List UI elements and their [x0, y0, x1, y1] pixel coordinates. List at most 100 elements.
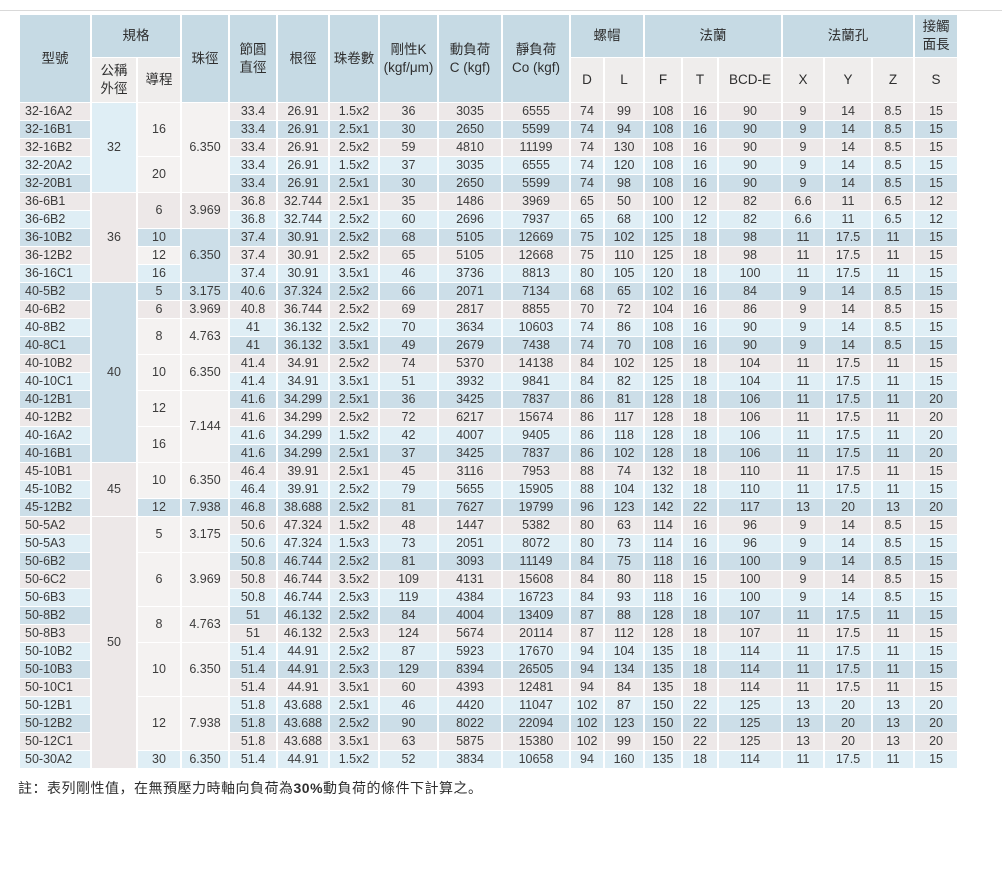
header-ball-turns: 珠卷數	[328, 14, 380, 103]
spec-table: 型號 規格 珠徑 節圓 直徑 根徑 珠卷數 剛性K (kgf/μm) 動負荷 C…	[18, 14, 960, 769]
value-cell: 51.4	[228, 642, 278, 661]
value-cell: 37	[378, 156, 439, 175]
value-cell: 135	[643, 642, 683, 661]
value-cell: 34.299	[276, 408, 330, 427]
value-cell: 106	[716, 408, 784, 427]
value-cell: 3834	[437, 750, 503, 769]
value-cell: 90	[716, 102, 784, 121]
value-cell: 90	[716, 336, 784, 355]
value-cell: 12	[681, 192, 719, 211]
value-cell: 9	[781, 300, 826, 319]
value-cell: 3425	[437, 390, 503, 409]
value-cell: 94	[569, 660, 605, 679]
value-cell: 9	[781, 336, 826, 355]
value-cell: 14	[823, 156, 874, 175]
value-cell: 68	[569, 282, 605, 301]
value-cell: 46.744	[276, 588, 330, 607]
value-cell: 9	[781, 588, 826, 607]
value-cell: 59	[378, 138, 439, 157]
value-cell: 22	[681, 696, 719, 715]
value-cell: 36.8	[228, 192, 278, 211]
value-cell: 108	[643, 102, 683, 121]
value-cell: 117	[603, 408, 645, 427]
value-cell: 20	[913, 696, 960, 715]
value-cell: 86	[569, 444, 605, 463]
value-cell: 10	[136, 354, 182, 391]
value-cell: 108	[643, 318, 683, 337]
value-cell: 98	[716, 246, 784, 265]
value-cell: 17.5	[823, 462, 874, 481]
value-cell: 87	[569, 624, 605, 643]
value-cell: 11	[781, 354, 826, 373]
value-cell: 105	[603, 264, 645, 283]
value-cell: 114	[716, 678, 784, 697]
value-cell: 36.8	[228, 210, 278, 229]
table-row: 45-10B2 46.4 39.91 2.5x2 79 5655 15905 88 104 132…	[18, 480, 960, 499]
value-cell: 6.350	[180, 102, 230, 193]
value-cell: 11	[871, 354, 916, 373]
value-cell: 15	[913, 228, 960, 247]
value-cell: 17.5	[823, 678, 874, 697]
value-cell: 5875	[437, 732, 503, 751]
value-cell: 18	[681, 624, 719, 643]
value-cell: 13	[781, 732, 826, 751]
value-cell: 3.5x1	[328, 372, 380, 391]
header-contact-length: 接觸 面長	[913, 14, 960, 58]
value-cell: 9	[781, 534, 826, 553]
value-cell: 75	[603, 552, 645, 571]
value-cell: 12669	[501, 228, 571, 247]
value-cell: 123	[603, 714, 645, 733]
value-cell: 102	[603, 444, 645, 463]
header-flange-holes: 法蘭孔	[781, 14, 916, 58]
value-cell: 104	[603, 480, 645, 499]
value-cell: 16	[681, 534, 719, 553]
value-cell: 18	[681, 372, 719, 391]
header-flange: 法蘭	[642, 14, 784, 58]
value-cell: 11	[781, 228, 826, 247]
value-cell: 1.5x2	[328, 750, 380, 769]
value-cell: 20	[913, 444, 960, 463]
value-cell: 4007	[437, 426, 503, 445]
value-cell: 9	[781, 552, 826, 571]
value-cell: 51	[378, 372, 439, 391]
value-cell: 1.5x2	[328, 102, 380, 121]
value-cell: 39.91	[276, 480, 330, 499]
value-cell: 130	[603, 138, 645, 157]
value-cell: 11	[781, 246, 826, 265]
value-cell: 7.144	[180, 390, 230, 463]
value-cell: 4004	[437, 606, 503, 625]
value-cell: 11	[871, 606, 916, 625]
value-cell: 37.324	[276, 282, 330, 301]
value-cell: 41.4	[228, 354, 278, 373]
value-cell: 20114	[501, 624, 571, 643]
table-row: 40-10B2 10 6.350 41.4 34.91 2.5x2 74 5370 14138 8…	[18, 354, 960, 391]
value-cell: 3.5x1	[328, 732, 380, 751]
model-cell: 50-6C2	[18, 570, 92, 589]
value-cell: 9	[781, 174, 826, 193]
value-cell: 6.5	[871, 192, 916, 211]
value-cell: 8022	[437, 714, 503, 733]
value-cell: 2.5x1	[328, 696, 380, 715]
header-ball-dia: 珠徑	[180, 14, 230, 103]
value-cell: 36	[90, 192, 138, 283]
value-cell: 5	[136, 282, 182, 301]
value-cell: 46.132	[276, 606, 330, 625]
model-cell: 50-8B2	[18, 606, 92, 625]
value-cell: 100	[716, 552, 784, 571]
value-cell: 13	[781, 714, 826, 733]
table-row: 50-10B2 10 6.350 51.4 44.91 2.5x2 87 5923 17670 9…	[18, 642, 960, 697]
table-row: 50-5A3 50.6 47.324 1.5x3 73 2051 8072 80 73 114 16…	[18, 534, 960, 553]
table-row: 40-10C1 41.4 34.91 3.5x1 51 3932 9841 84 82 125 18…	[18, 372, 960, 391]
value-cell: 74	[569, 318, 605, 337]
value-cell: 1.5x2	[328, 426, 380, 445]
value-cell: 42	[378, 426, 439, 445]
value-cell: 10	[136, 228, 182, 247]
value-cell: 2071	[437, 282, 503, 301]
table-row: 40-8C1 41 36.132 3.5x1 49 2679 7438 74 70 108 16 90…	[18, 336, 960, 355]
value-cell: 75	[569, 246, 605, 265]
model-cell: 40-8C1	[18, 336, 92, 355]
value-cell: 20	[823, 498, 874, 517]
value-cell: 33.4	[228, 120, 278, 139]
header-nut: 螺帽	[569, 14, 645, 58]
value-cell: 6.6	[781, 210, 826, 229]
